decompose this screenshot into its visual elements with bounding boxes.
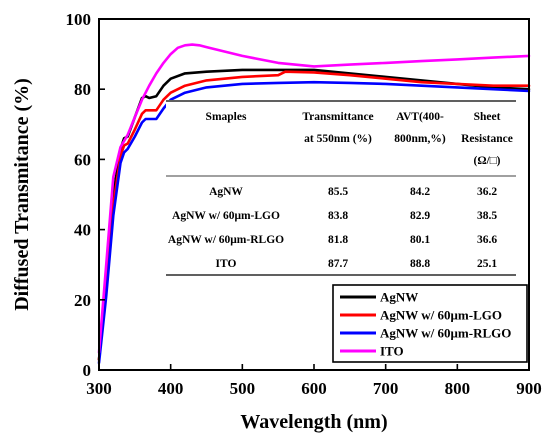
y-tick-label: 20: [74, 291, 91, 310]
table-cell: 84.2: [410, 186, 430, 198]
axis-ticks: 300 400 500 600 700 800 900 0 20 40 60 80 100: [66, 10, 542, 398]
y-axis-label: Diffused Transmitance (%): [11, 78, 33, 311]
x-tick-label: 800: [445, 379, 471, 398]
legend-label-0: AgNW: [380, 290, 418, 305]
table-cell: 80.1: [410, 234, 430, 246]
y-tick-label: 40: [74, 221, 91, 240]
x-tick-label: 900: [516, 379, 542, 398]
table-cell: 88.8: [410, 258, 430, 270]
legend-label-3: ITO: [380, 344, 404, 359]
table-cell: 36.2: [477, 186, 497, 198]
table-cell: 85.5: [328, 186, 348, 198]
table-cell: ITO: [216, 258, 237, 270]
y-tick-label: 60: [74, 150, 91, 169]
x-tick-label: 400: [158, 379, 184, 398]
table-cell: 83.8: [328, 210, 348, 222]
y-tick-label: 0: [83, 361, 92, 380]
table-cell: 36.6: [477, 234, 497, 246]
legend: AgNW AgNW w/ 60μm-LGO AgNW w/ 60μm-RLGO ITO: [332, 284, 528, 363]
x-tick-label: 500: [230, 379, 256, 398]
table-cell: AgNW w/ 60μm-LGO: [172, 210, 280, 222]
table-cell: AgNW w/ 60μm-RLGO: [168, 234, 284, 246]
table-header-cell: AVT(400-: [396, 111, 444, 123]
table-cell: 82.9: [410, 210, 430, 222]
table-header-cell: Smaples: [206, 111, 247, 123]
legend-label-2: AgNW w/ 60μm-RLGO: [380, 326, 511, 341]
x-tick-label: 300: [86, 379, 112, 398]
table-header-cell: at 550nm (%): [304, 133, 372, 145]
table-cell: 25.1: [477, 258, 497, 270]
series-line-3: [97, 43, 531, 354]
table-cell: AgNW: [209, 186, 243, 198]
table-cell: 38.5: [477, 210, 497, 222]
table-background: [166, 100, 516, 276]
table-header-cell: Sheet: [474, 111, 501, 123]
series-line-1: [97, 70, 531, 361]
table-cell: 87.7: [328, 258, 348, 270]
summary-table: Smaples Transmittance at 550nm (%) AVT(400-…: [166, 100, 516, 276]
table-cell: 81.8: [328, 234, 348, 246]
y-tick-label: 100: [66, 10, 92, 29]
legend-label-1: AgNW w/ 60μm-LGO: [380, 308, 502, 323]
x-tick-label: 600: [301, 379, 327, 398]
x-tick-label: 700: [373, 379, 399, 398]
x-axis-label: Wavelength (nm): [240, 411, 387, 433]
table-header-cell: 800nm,%): [394, 133, 446, 145]
y-tick-label: 80: [74, 80, 91, 99]
table-header-cell: (Ω/□): [473, 155, 500, 167]
table-header-cell: Transmittance: [302, 111, 373, 123]
table-header-cell: Resistance: [461, 133, 513, 145]
